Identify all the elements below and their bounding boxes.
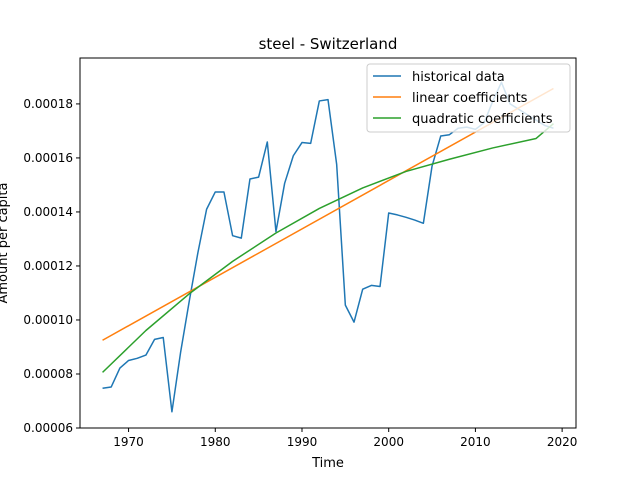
plot-frame: [79, 57, 577, 429]
x-tick-label: 1970: [113, 435, 144, 449]
legend: historical data linear coefficients quad…: [366, 63, 571, 133]
legend-box: [366, 63, 571, 133]
legend-label-quadratic-coefficients: quadratic coefficients: [412, 112, 553, 127]
y-axis-label: Amount per capita: [0, 183, 11, 304]
y-tick-label: 0.00012: [23, 259, 73, 273]
x-axis-label: Time: [311, 456, 344, 471]
series-line-quadratic-coefficients: [102, 123, 554, 373]
x-tick-label: 2000: [373, 435, 404, 449]
y-tick-label: 0.00008: [23, 367, 73, 381]
y-tick-label: 0.00018: [23, 97, 73, 111]
y-tick-label: 0.00014: [23, 205, 73, 219]
legend-label-historical-data: historical data: [412, 70, 505, 85]
y-axis-ticks: 0.00006 0.00008 0.00010 0.00012 0.00014 0.000…: [23, 97, 80, 435]
y-tick-label: 0.00016: [23, 151, 73, 165]
x-tick-label: 2020: [547, 435, 578, 449]
x-tick-label: 2010: [460, 435, 491, 449]
x-tick-label: 1990: [287, 435, 318, 449]
chart-title: steel - Switzerland: [259, 35, 398, 53]
y-tick-label: 0.00010: [23, 313, 73, 327]
legend-label-linear-coefficients: linear coefficients: [412, 91, 528, 106]
x-axis-ticks: 1970 1980 1990 2000 2010 2020: [113, 428, 577, 449]
x-tick-label: 1980: [200, 435, 231, 449]
y-tick-label: 0.00006: [23, 421, 73, 435]
